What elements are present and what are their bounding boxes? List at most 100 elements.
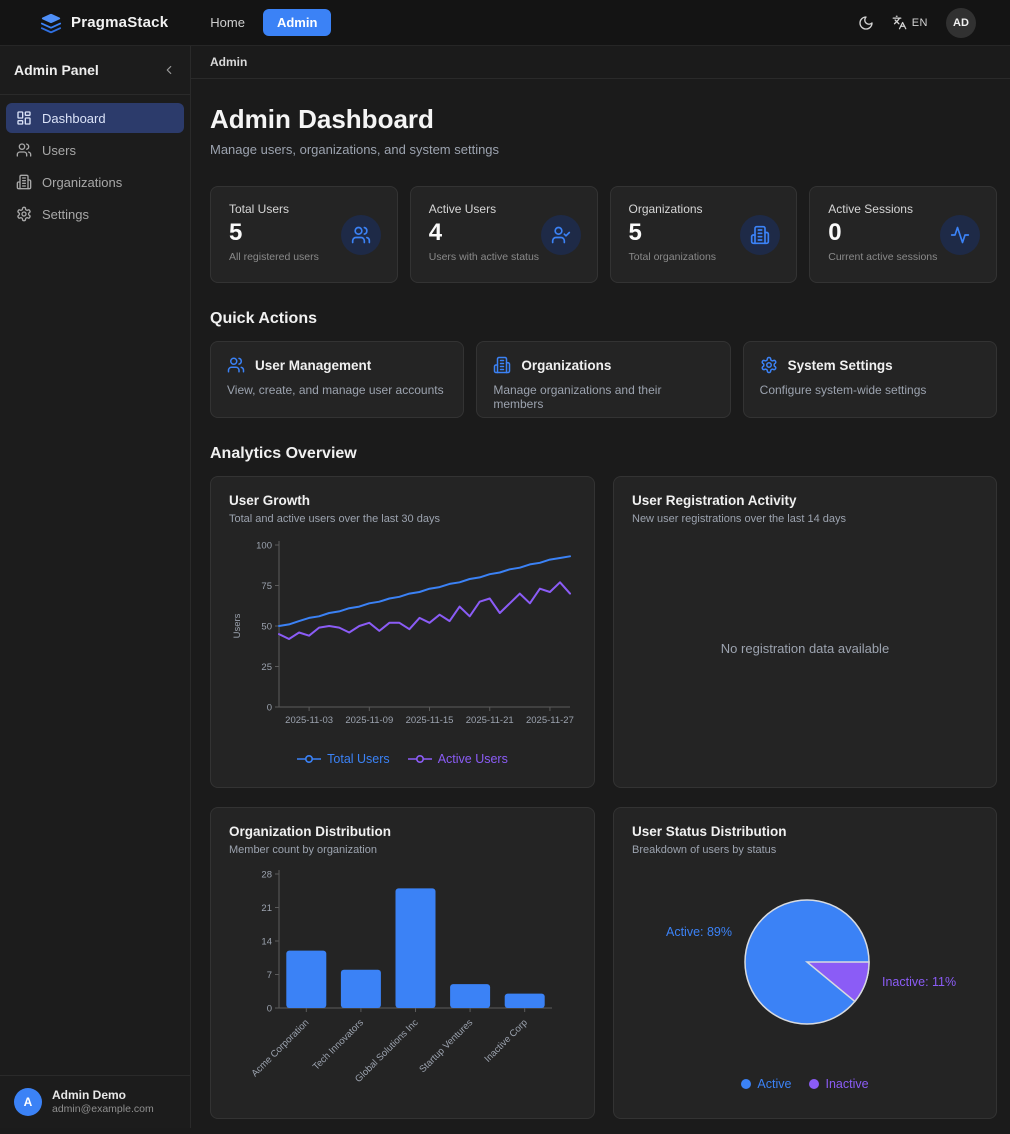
svg-text:2025-11-09: 2025-11-09 bbox=[345, 715, 393, 726]
building-icon bbox=[493, 356, 511, 374]
chart-title: User Registration Activity bbox=[632, 493, 797, 508]
quick-action-description: Manage organizations and their members bbox=[493, 383, 662, 411]
empty-state-message: No registration data available bbox=[720, 640, 890, 656]
quick-action-system-settings[interactable]: System Settings Configure system-wide se… bbox=[742, 341, 997, 418]
svg-text:7: 7 bbox=[267, 970, 272, 981]
quick-actions-heading: Quick Actions bbox=[210, 310, 317, 327]
pie-chart-legend: Active Inactive bbox=[632, 1077, 978, 1091]
nav-links: Home Admin bbox=[200, 9, 332, 36]
legend-dot-icon bbox=[809, 1079, 820, 1089]
sidebar-item-label: Settings bbox=[42, 206, 89, 222]
svg-text:75: 75 bbox=[261, 581, 272, 592]
gear-icon bbox=[760, 356, 778, 374]
svg-text:Startup Ventures: Startup Ventures bbox=[417, 1017, 475, 1075]
chart-subtitle: Total and active users over the last 30 … bbox=[229, 513, 440, 525]
sidebar-item-users[interactable]: Users bbox=[6, 135, 184, 165]
organization-distribution-card: Organization Distribution Member count b… bbox=[210, 807, 595, 1119]
analytics-grid: User Growth Total and active users over … bbox=[210, 476, 997, 1134]
building-icon bbox=[16, 174, 32, 190]
stat-description: Total organizations bbox=[628, 251, 717, 263]
user-avatar[interactable]: AD bbox=[946, 7, 976, 38]
quick-action-user-management[interactable]: User Management View, create, and manage… bbox=[210, 341, 465, 418]
line-chart-legend: Total Users Active Users bbox=[229, 752, 576, 766]
svg-text:Inactive Corp: Inactive Corp bbox=[482, 1017, 529, 1064]
breadcrumb[interactable]: Admin bbox=[210, 55, 248, 69]
nav-link-admin[interactable]: Admin bbox=[262, 9, 332, 36]
stat-label: Active Users bbox=[428, 202, 497, 216]
layers-icon bbox=[40, 12, 62, 34]
dashboard-icon bbox=[16, 110, 32, 126]
sidebar-collapse-button[interactable] bbox=[162, 63, 176, 77]
svg-text:Tech Innovators: Tech Innovators bbox=[311, 1017, 366, 1072]
page-title: Admin Dashboard bbox=[210, 104, 434, 134]
stat-card-active-sessions: Active Sessions 0 Current active session… bbox=[809, 186, 997, 283]
svg-text:21: 21 bbox=[261, 903, 272, 914]
sidebar-item-label: Organizations bbox=[42, 174, 123, 190]
stat-label: Total Users bbox=[229, 202, 290, 216]
sidebar-header: Admin Panel bbox=[0, 46, 190, 95]
stat-description: All registered users bbox=[229, 251, 319, 263]
sidebar-user-avatar: A bbox=[14, 1087, 42, 1116]
user-growth-line-chart: 0 25 50 75 100 2025-11-03 2025-11-09 2025-11-15… bbox=[232, 541, 574, 727]
moon-icon bbox=[858, 15, 874, 31]
user-check-icon bbox=[540, 214, 581, 255]
sidebar-item-label: Dashboard bbox=[42, 110, 106, 126]
chart-subtitle: Member count by organization bbox=[229, 844, 377, 856]
chart-subtitle: Breakdown of users by status bbox=[632, 844, 777, 856]
svg-text:2025-11-27: 2025-11-27 bbox=[526, 715, 574, 726]
quick-actions-row: User Management View, create, and manage… bbox=[210, 341, 997, 418]
stat-value: 5 bbox=[229, 219, 243, 246]
svg-text:Inactive: 11%: Inactive: 11% bbox=[882, 975, 956, 989]
stat-label: Organizations bbox=[628, 202, 703, 216]
stat-value: 0 bbox=[828, 219, 842, 246]
translate-icon bbox=[892, 15, 907, 30]
main-area: Admin Admin Dashboard Manage users, orga… bbox=[191, 46, 1010, 1128]
stat-description: Current active sessions bbox=[828, 251, 938, 263]
chart-title: User Status Distribution bbox=[632, 824, 787, 839]
quick-action-title: User Management bbox=[255, 357, 372, 373]
theme-toggle-button[interactable] bbox=[858, 15, 874, 31]
users-icon bbox=[16, 142, 32, 158]
legend-item-total-users: Total Users bbox=[297, 752, 390, 766]
gear-icon bbox=[16, 206, 32, 222]
stat-value: 5 bbox=[628, 219, 642, 246]
quick-action-title: System Settings bbox=[787, 357, 893, 373]
svg-text:100: 100 bbox=[256, 541, 272, 552]
stat-card-organizations: Organizations 5 Total organizations bbox=[609, 186, 798, 283]
navbar-actions: EN AD bbox=[858, 7, 976, 38]
nav-link-home[interactable]: Home bbox=[210, 15, 245, 30]
sidebar-title: Admin Panel bbox=[14, 62, 99, 78]
sidebar-item-label: Users bbox=[42, 142, 76, 158]
legend-dot-icon bbox=[741, 1079, 752, 1089]
building-icon bbox=[740, 214, 781, 255]
sidebar-user: A Admin Demo admin@example.com bbox=[0, 1074, 190, 1128]
sidebar-user-email: admin@example.com bbox=[52, 1102, 154, 1115]
stat-card-total-users: Total Users 5 All registered users bbox=[210, 186, 398, 283]
users-icon bbox=[227, 356, 245, 374]
svg-text:28: 28 bbox=[261, 870, 272, 881]
quick-action-organizations[interactable]: Organizations Manage organizations and t… bbox=[476, 341, 731, 418]
svg-text:0: 0 bbox=[267, 1004, 272, 1015]
line-marker-icon bbox=[407, 754, 432, 764]
svg-text:0: 0 bbox=[267, 703, 272, 714]
sidebar-item-organizations[interactable]: Organizations bbox=[6, 167, 184, 197]
svg-text:2025-11-15: 2025-11-15 bbox=[406, 715, 454, 726]
brand[interactable]: PragmaStack bbox=[40, 12, 168, 34]
page-content: Admin Dashboard Manage users, organizati… bbox=[191, 79, 1010, 1134]
legend-item-inactive: Inactive bbox=[809, 1077, 869, 1091]
svg-text:Active: 89%: Active: 89% bbox=[666, 925, 732, 939]
sidebar-item-dashboard[interactable]: Dashboard bbox=[6, 103, 184, 133]
sidebar-item-settings[interactable]: Settings bbox=[6, 199, 184, 229]
sidebar-nav: Dashboard Users Organizations bbox=[0, 95, 190, 239]
stat-cards-row: Total Users 5 All registered users Activ… bbox=[210, 186, 997, 283]
svg-text:Users: Users bbox=[232, 613, 243, 638]
language-selector[interactable]: EN bbox=[892, 15, 928, 30]
quick-action-title: Organizations bbox=[521, 357, 612, 373]
registration-activity-card: User Registration Activity New user regi… bbox=[613, 476, 997, 788]
svg-text:2025-11-03: 2025-11-03 bbox=[285, 715, 333, 726]
stat-value: 4 bbox=[428, 219, 443, 246]
stat-card-active-users: Active Users 4 Users with active status bbox=[409, 186, 598, 283]
user-growth-card: User Growth Total and active users over … bbox=[210, 476, 595, 788]
chevron-left-icon bbox=[162, 63, 176, 77]
